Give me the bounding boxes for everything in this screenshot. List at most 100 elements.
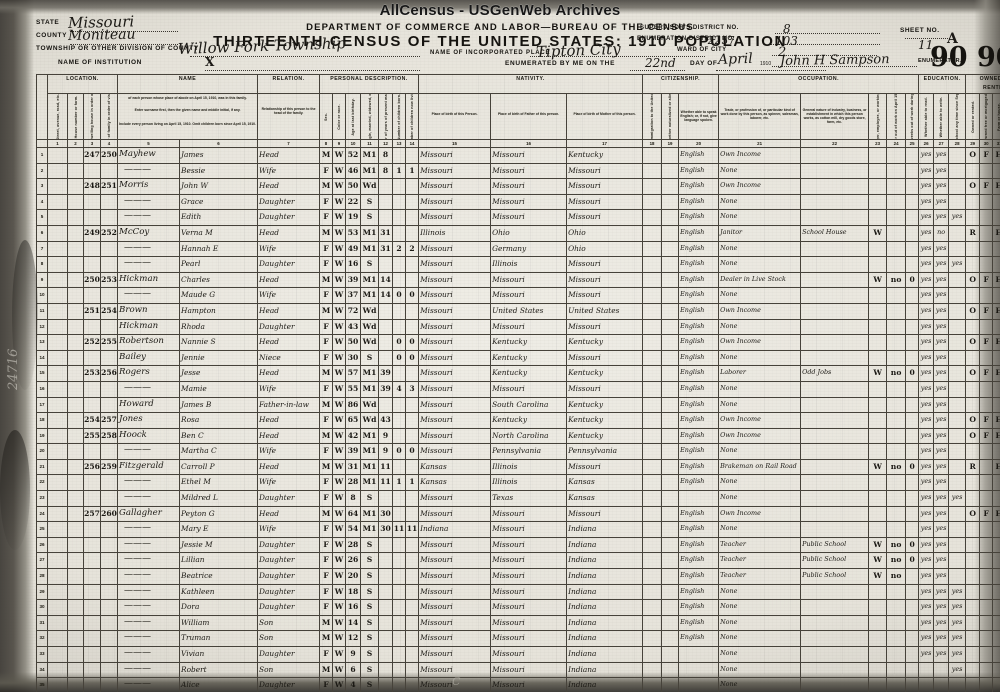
cell-weeks-td[interactable] [905,646,920,663]
cell-weeks-td[interactable] [905,334,920,351]
cell-fh-td[interactable]: H [992,458,1000,476]
cell-ch_born-td[interactable] [392,458,407,476]
cell-ch_born-td[interactable] [392,302,407,320]
cell-surname-td[interactable]: Robertson [117,334,181,351]
cell-age-td[interactable]: 26 [345,552,362,570]
cell-relation-td[interactable]: Daughter [257,256,321,273]
cell-imm-td[interactable] [642,474,663,492]
cell-yrs_married-td[interactable] [378,630,394,647]
cell-street-td[interactable] [47,427,68,445]
cell-birth_f-td[interactable]: Missouri [490,178,568,195]
cell-surname-td[interactable]: Hoock [117,427,181,445]
cell-given-td[interactable]: Jessie M [179,536,259,554]
cell-imm-td[interactable] [642,224,663,242]
cell-employer-td[interactable]: W [868,458,888,476]
cell-fh-td[interactable] [992,193,1000,211]
cell-own-td[interactable]: O [965,427,981,445]
cell-lang-td[interactable]: English [678,458,720,476]
cell-yrs_married-td[interactable] [378,552,394,570]
cell-ch_born-td[interactable] [392,614,407,632]
cell-weeks-td[interactable] [905,224,920,242]
cell-given-td[interactable]: Mary E [179,521,259,538]
cell-marital-td[interactable]: M1 [360,443,380,460]
cell-school-td[interactable] [948,349,967,367]
cell-own-td[interactable] [965,349,981,367]
cell-industry-td[interactable] [800,396,870,414]
cell-race-td[interactable]: W [332,505,347,523]
cell-fm-td[interactable]: F [979,505,994,523]
cell-birth_f-td[interactable]: Missouri [490,318,568,336]
cell-lang-td[interactable] [678,661,720,679]
cell-yrs_married-td[interactable] [378,583,394,601]
cell-oow-td[interactable] [886,209,907,226]
cell-race-td[interactable]: W [332,334,347,351]
cell-family-td[interactable]: 253 [99,271,119,289]
cell-house-td[interactable] [67,599,84,616]
cell-relation-td[interactable]: Daughter [257,646,321,663]
cell-own-td[interactable]: O [965,365,981,382]
cell-occupation-td[interactable]: None [718,630,802,647]
cell-birth_f-td[interactable]: Kentucky [490,334,568,351]
cell-own-td[interactable] [965,287,981,304]
cell-race-td[interactable]: W [332,256,347,273]
cell-marital-td[interactable]: M1 [360,287,380,304]
cell-ch_living-td[interactable]: 1 [405,162,420,180]
cell-own-td[interactable] [965,521,981,538]
cell-family-td[interactable] [99,162,119,180]
table-row[interactable]: 3 248 251 Morris John W Head M W 50 Wd Missouri Mis… [36,178,1000,195]
cell-ch_living-td[interactable] [405,365,420,382]
cell-ch_born-td[interactable]: 2 [392,240,407,258]
cell-employer-td[interactable]: W [868,271,888,289]
cell-industry-td[interactable] [800,193,870,211]
cell-employer-td[interactable] [868,178,888,195]
cell-read-td[interactable]: yes [918,505,935,523]
cell-school-td[interactable] [948,162,967,180]
cell-sex-td[interactable]: F [319,380,334,398]
cell-birth_m-td[interactable]: Indiana [566,568,644,585]
cell-industry-td[interactable] [800,505,870,523]
cell-fh-td[interactable]: H [992,178,1000,195]
cell-surname-td[interactable]: Morris [117,178,181,195]
cell-birth_f-td[interactable]: Missouri [490,614,568,632]
cell-given-td[interactable]: Hampton [179,302,259,320]
cell-ch_living-td[interactable] [405,599,420,616]
cell-write-td[interactable]: yes [933,583,950,601]
table-row[interactable]: 7 ——— Hannah E Wife F W 49 M1 31 2 2 Missouri German… [36,240,1000,258]
cell-write-td[interactable]: yes [933,536,950,554]
cell-employer-td[interactable] [868,209,888,226]
cell-lang-td[interactable] [678,646,720,663]
cell-lang-td[interactable]: English [678,287,720,304]
cell-house-td[interactable] [67,614,84,632]
cell-occupation-td[interactable]: None [718,318,802,336]
cell-fm-td[interactable] [979,599,994,616]
cell-yrs_married-td[interactable]: 8 [378,147,394,164]
cell-birth_f-td[interactable]: Missouri [490,147,568,164]
cell-family-td[interactable]: 251 [99,178,119,195]
cell-dwelling-td[interactable] [83,162,101,180]
table-row[interactable]: 22 ——— Ethel M Wife F W 28 M1 11 1 1 Kansas Illinois… [36,474,1000,492]
cell-surname-td[interactable]: Bailey [117,349,181,367]
cell-dwelling-td[interactable] [83,474,101,492]
cell-fh-td[interactable] [992,209,1000,226]
cell-industry-td[interactable] [800,521,870,538]
cell-birth_m-td[interactable]: Missouri [566,209,644,226]
cell-weeks-td[interactable] [905,287,920,304]
cell-fh-td[interactable]: H [992,147,1000,164]
cell-given-td[interactable]: Jesse [179,365,259,382]
table-row[interactable]: 12 Hickman Rhoda Daughter F W 43 Wd Missouri Miss… [36,318,1000,336]
cell-birth_m-td[interactable]: Ohio [566,240,644,258]
cell-fm-td[interactable] [979,380,994,398]
cell-industry-td[interactable] [800,614,870,632]
cell-dwelling-td[interactable] [83,677,101,692]
cell-birth-td[interactable]: Missouri [418,630,492,647]
cell-surname-td[interactable]: ——— [117,661,181,679]
cell-occupation-td[interactable]: Teacher [718,536,802,554]
cell-ch_living-td[interactable] [405,396,420,414]
cell-yrs_married-td[interactable] [378,193,394,211]
cell-employer-td[interactable]: W [868,536,888,554]
cell-ch_living-td[interactable] [405,614,420,632]
cell-write-td[interactable]: yes [933,443,950,460]
cell-occupation-td[interactable]: None [718,443,802,460]
cell-imm-td[interactable] [642,271,663,289]
cell-surname-td[interactable]: ——— [117,521,181,538]
